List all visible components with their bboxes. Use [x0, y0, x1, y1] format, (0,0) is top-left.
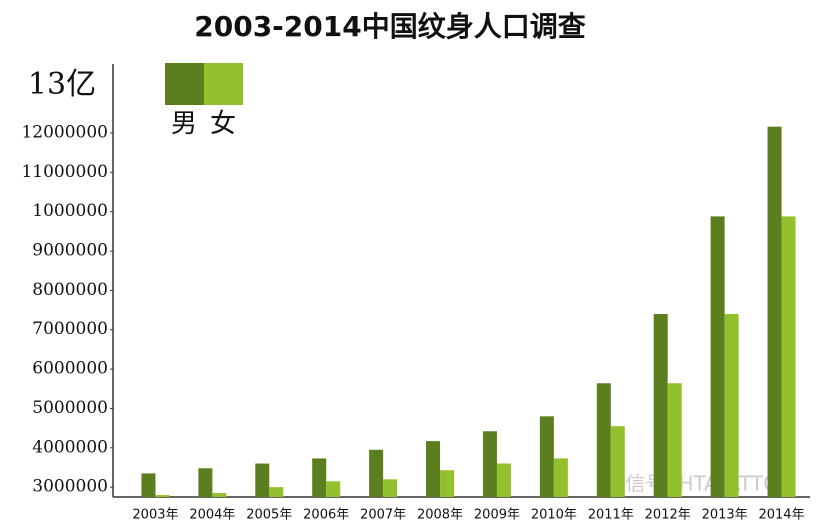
- y-tick-label: 12000000: [21, 122, 108, 142]
- chart-title: 2003-2014中国纹身人口调查: [194, 10, 585, 43]
- bar: [496, 463, 511, 497]
- x-tick-label: 2011年: [588, 508, 634, 523]
- bar: [326, 481, 341, 497]
- y-tick-label: 7000000: [32, 319, 108, 339]
- bar: [155, 495, 170, 497]
- x-tick-label: 2010年: [531, 508, 577, 523]
- y-axis-label: 13亿: [28, 67, 96, 102]
- bar: [383, 479, 398, 497]
- bar: [255, 463, 270, 497]
- bar: [141, 473, 156, 497]
- bar: [553, 458, 568, 497]
- y-tick-label: 5000000: [32, 398, 108, 418]
- bar: [539, 416, 554, 497]
- x-tick-label: 2006年: [303, 508, 349, 523]
- x-tick-label: 2009年: [474, 508, 520, 523]
- bar: [710, 216, 725, 497]
- bar: [653, 314, 668, 497]
- x-tick-label: 2007年: [360, 508, 406, 523]
- y-tick-label: 3000000: [32, 477, 108, 497]
- legend-swatch: [165, 63, 204, 105]
- bar: [198, 468, 213, 497]
- bar: [667, 383, 682, 497]
- legend-label: 男: [171, 109, 197, 139]
- x-tick-label: 2012年: [645, 508, 691, 523]
- x-tick-label: 2014年: [758, 508, 804, 523]
- bar: [482, 431, 497, 497]
- bar: [369, 449, 384, 497]
- bar: [724, 314, 739, 497]
- y-tick-label: 8000000: [32, 280, 108, 300]
- bar: [767, 126, 782, 498]
- bar: [312, 458, 327, 497]
- x-tick-label: 2013年: [702, 508, 748, 523]
- bar: [781, 216, 796, 497]
- y-tick-label: 11000000: [21, 162, 108, 182]
- x-tick-label: 2005年: [246, 508, 292, 523]
- watermark: 微信号: HTATATTOO: [605, 472, 794, 496]
- bar: [610, 426, 625, 497]
- x-tick-label: 2003年: [132, 508, 178, 523]
- legend-swatch: [204, 63, 243, 105]
- y-tick-label: 1000000: [32, 201, 108, 221]
- y-tick-label: 4000000: [32, 437, 108, 457]
- y-tick-label: 6000000: [32, 359, 108, 379]
- bar: [440, 470, 455, 497]
- x-tick-label: 2004年: [189, 508, 235, 523]
- y-tick-label: 9000000: [32, 241, 108, 261]
- legend-label: 女: [210, 109, 236, 139]
- bar: [269, 487, 284, 497]
- bar: [212, 493, 227, 497]
- bar: [596, 383, 611, 497]
- bar: [426, 441, 441, 497]
- x-tick-label: 2008年: [417, 508, 463, 523]
